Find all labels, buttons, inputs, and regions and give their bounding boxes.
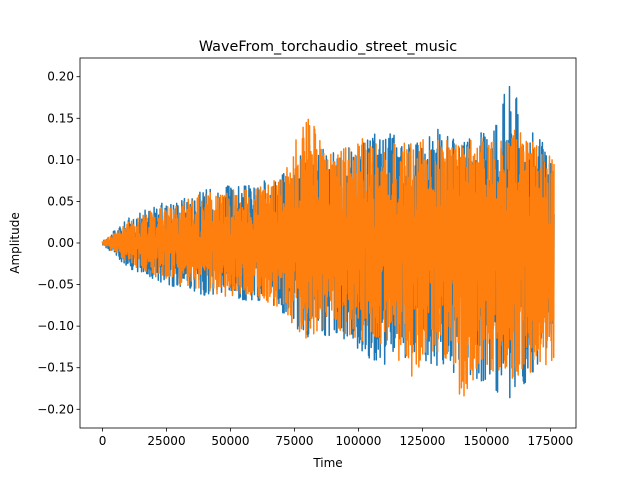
y-tick-label: 0.20 — [47, 70, 74, 84]
x-tick-label: 25000 — [147, 434, 185, 448]
y-tick-label: −0.10 — [37, 319, 74, 333]
waveform-series-2 — [101, 118, 555, 397]
y-tick-label: −0.15 — [37, 361, 74, 375]
y-tick-label: 0.05 — [47, 194, 74, 208]
x-tick-label: 50000 — [211, 434, 249, 448]
series-layer — [101, 85, 555, 399]
x-axis-label: Time — [312, 456, 342, 470]
x-tick-label: 75000 — [275, 434, 313, 448]
y-axis-label: Amplitude — [8, 212, 22, 274]
x-tick-label: 125000 — [400, 434, 446, 448]
y-tick-label: −0.05 — [37, 278, 74, 292]
x-axis-ticks: 0 25000 50000 75000 100000 125000 150000 175000 — [99, 428, 574, 448]
y-tick-label: 0.15 — [47, 111, 74, 125]
x-tick-label: 0 — [99, 434, 107, 448]
y-axis-ticks: −0.20 −0.15 −0.10 −0.05 0.00 0.05 0.10 0.15 0.20 — [37, 70, 80, 416]
y-tick-label: −0.20 — [37, 402, 74, 416]
chart-title: WaveFrom_torchaudio_street_music — [199, 39, 457, 55]
x-tick-label: 175000 — [528, 434, 574, 448]
y-tick-label: 0.00 — [47, 236, 74, 250]
x-tick-label: 150000 — [464, 434, 510, 448]
y-tick-label: 0.10 — [47, 153, 74, 167]
x-tick-label: 100000 — [336, 434, 382, 448]
